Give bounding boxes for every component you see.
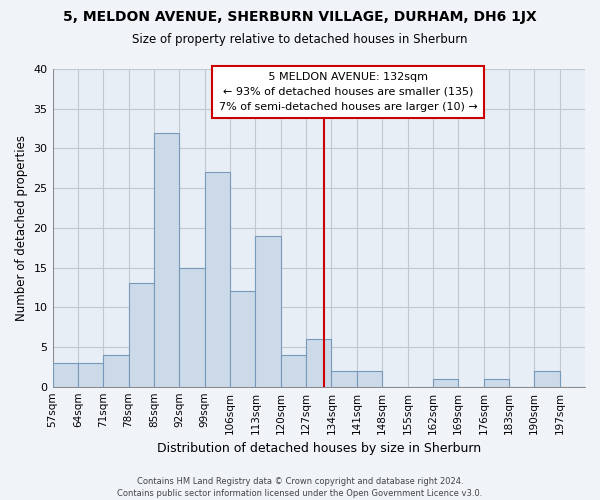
Bar <box>331 371 357 386</box>
Bar <box>230 292 256 386</box>
Bar <box>433 378 458 386</box>
Bar <box>205 172 230 386</box>
Bar <box>128 284 154 387</box>
Y-axis label: Number of detached properties: Number of detached properties <box>15 135 28 321</box>
Bar <box>306 339 331 386</box>
Bar <box>256 236 281 386</box>
Bar <box>179 268 205 386</box>
Bar <box>53 363 78 386</box>
Bar <box>154 132 179 386</box>
Text: 5 MELDON AVENUE: 132sqm     
← 93% of detached houses are smaller (135)
7% of se: 5 MELDON AVENUE: 132sqm ← 93% of detache… <box>218 72 478 112</box>
Bar <box>78 363 103 386</box>
X-axis label: Distribution of detached houses by size in Sherburn: Distribution of detached houses by size … <box>157 442 481 455</box>
Bar <box>281 355 306 386</box>
Bar <box>484 378 509 386</box>
Bar <box>534 371 560 386</box>
Text: Contains HM Land Registry data © Crown copyright and database right 2024.
Contai: Contains HM Land Registry data © Crown c… <box>118 476 482 498</box>
Text: 5, MELDON AVENUE, SHERBURN VILLAGE, DURHAM, DH6 1JX: 5, MELDON AVENUE, SHERBURN VILLAGE, DURH… <box>63 10 537 24</box>
Text: Size of property relative to detached houses in Sherburn: Size of property relative to detached ho… <box>132 32 468 46</box>
Bar <box>103 355 128 386</box>
Bar <box>357 371 382 386</box>
